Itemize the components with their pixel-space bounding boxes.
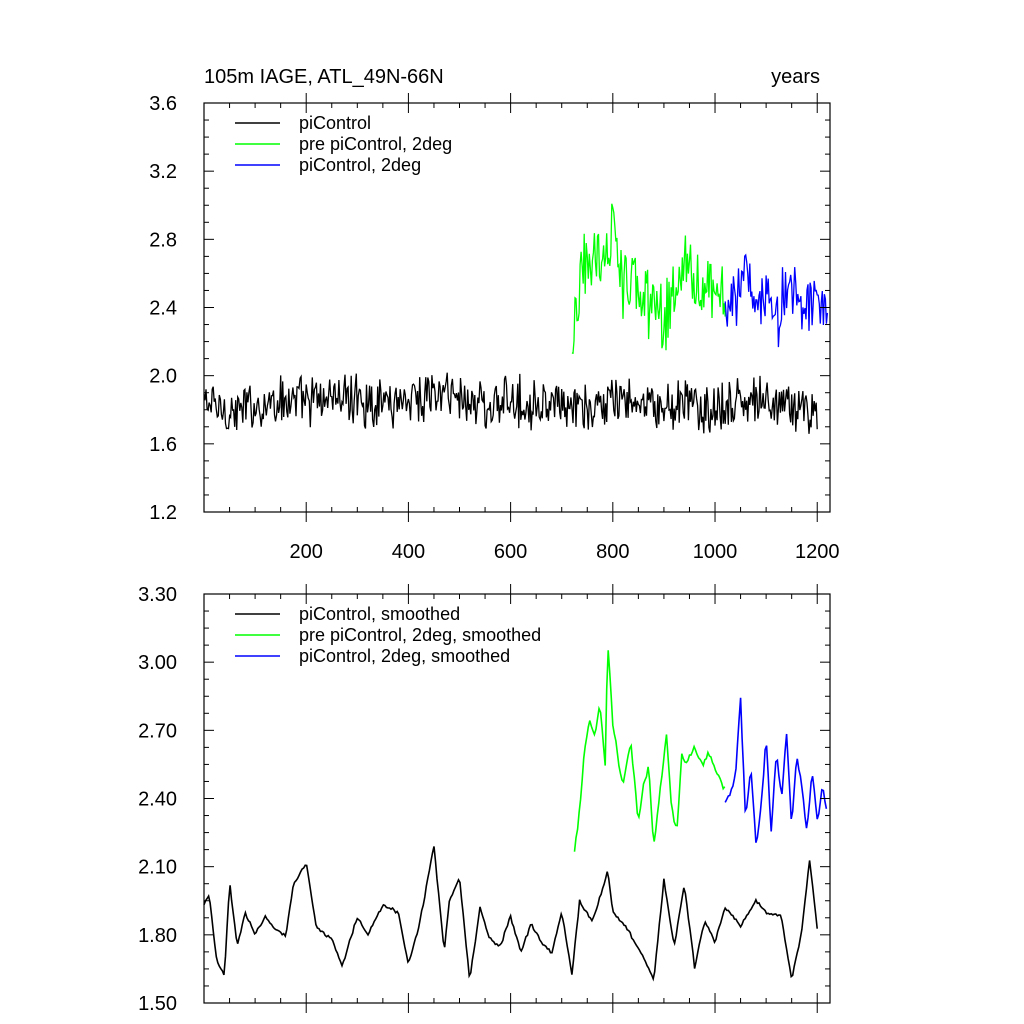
y-tick-label: 1.2 [149, 502, 177, 524]
y-tick-label: 3.2 [149, 161, 177, 183]
x-tick-label: 600 [494, 541, 527, 563]
legend-label-2: piControl, 2deg, smoothed [299, 646, 510, 666]
series-line-0 [203, 372, 818, 434]
legend-label-0: piControl, smoothed [299, 604, 460, 624]
y-tick-label: 1.6 [149, 434, 177, 456]
x-tick-label: 800 [596, 541, 629, 563]
legend-label-0: piControl [299, 113, 371, 133]
bottom-chart-series [203, 650, 828, 982]
series-line-0 [203, 846, 818, 982]
y-tick-label: 3.6 [149, 93, 177, 115]
y-tick-label: 3.00 [138, 652, 177, 674]
y-tick-label: 2.10 [138, 857, 177, 879]
y-tick-label: 1.50 [138, 993, 177, 1015]
y-tick-label: 2.4 [149, 298, 177, 320]
series-line-1 [571, 203, 726, 354]
y-tick-label: 2.40 [138, 789, 177, 811]
bottom-chart-frame [203, 593, 831, 1004]
y-tick-label: 2.0 [149, 366, 177, 388]
series-line-1 [573, 650, 726, 852]
legend-label-1: pre piControl, 2deg, smoothed [299, 625, 541, 645]
y-tick-label: 2.8 [149, 229, 177, 251]
x-axis-units-label: years [771, 66, 820, 88]
x-tick-label: 1000 [693, 541, 738, 563]
x-tick-label: 1200 [795, 541, 840, 563]
series-line-2 [724, 253, 829, 348]
top-chart-frame [203, 102, 831, 513]
y-tick-label: 1.80 [138, 925, 177, 947]
top-chart-series [203, 203, 829, 434]
chart-title: 105m IAGE, ATL_49N-66N [204, 66, 444, 88]
x-tick-label: 200 [290, 541, 323, 563]
x-tick-label: 400 [392, 541, 425, 563]
series-line-2 [724, 697, 828, 843]
bottom-chart-panel: 1.50 1.80 2.10 2.40 2.70 3.00 3.30 piControl, … [138, 584, 831, 1015]
legend-label-2: piControl, 2deg [299, 155, 421, 175]
legend-label-1: pre piControl, 2deg [299, 134, 452, 154]
y-tick-label: 3.30 [138, 584, 177, 606]
top-chart-panel: 105m IAGE, ATL_49N-66N years 1.2 1.6 2.0 2.… [149, 66, 839, 563]
top-chart-axes: 1.2 1.6 2.0 2.4 2.8 3.2 3.6 200 400 600 800 1000 120… [149, 93, 839, 563]
y-tick-label: 2.70 [138, 720, 177, 742]
bottom-chart-axes: 1.50 1.80 2.10 2.40 2.70 3.00 3.30 [138, 584, 830, 1015]
